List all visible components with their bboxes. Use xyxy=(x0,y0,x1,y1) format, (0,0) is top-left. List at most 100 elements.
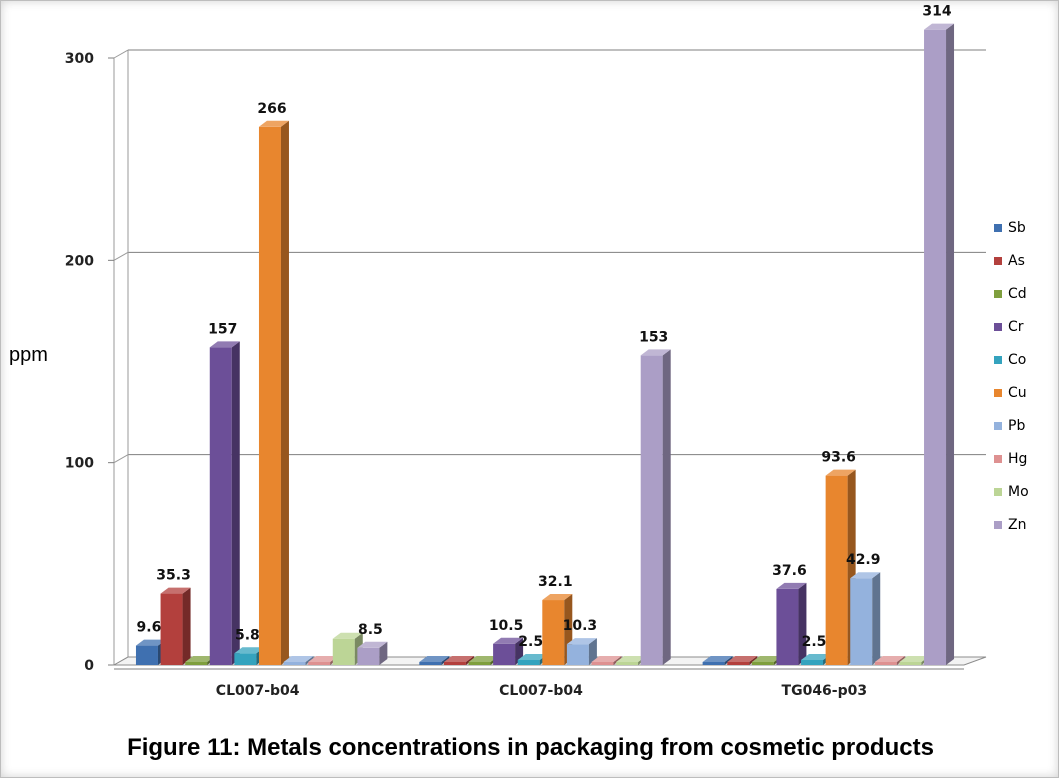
bar-top-mo xyxy=(899,656,930,662)
bar-mo xyxy=(616,662,639,665)
chart-legend: Sb As Cd Cr Co Cu Pb Hg Mo Zn xyxy=(994,211,1029,541)
side-gridline xyxy=(113,454,129,464)
bar-side-as xyxy=(749,656,758,665)
legend-item-as: As xyxy=(994,244,1029,277)
bar-mo xyxy=(899,662,922,665)
data-label: 35.3 xyxy=(156,568,191,584)
bar-sb xyxy=(135,645,158,665)
data-label: 266 xyxy=(257,101,286,117)
bar-top-hg xyxy=(591,656,622,662)
legend-label: Pb xyxy=(1008,417,1026,434)
legend-item-sb: Sb xyxy=(994,211,1029,244)
legend-label: Cr xyxy=(1008,318,1024,335)
bar-as xyxy=(727,662,750,665)
bar-co xyxy=(801,659,824,665)
legend-item-pb: Pb xyxy=(994,409,1029,442)
bar-side-pb xyxy=(588,638,597,665)
bar-sb xyxy=(419,662,442,665)
bar-top-as xyxy=(443,656,474,662)
bar-sb xyxy=(702,662,725,665)
data-label: 5.8 xyxy=(235,627,260,643)
data-label: 42.9 xyxy=(846,552,881,568)
legend-swatch xyxy=(994,487,1002,496)
legend-swatch xyxy=(994,454,1002,463)
bar-top-pb xyxy=(850,572,881,579)
bar-top-hg xyxy=(308,656,339,662)
y-tick-label: 100 xyxy=(65,456,94,472)
legend-swatch xyxy=(994,520,1002,529)
bar-top-sb xyxy=(702,656,733,662)
bar-hg xyxy=(308,662,331,665)
bar-top-pb xyxy=(566,638,597,645)
bar-cr xyxy=(209,347,232,665)
legend-item-co: Co xyxy=(994,343,1029,376)
bar-top-co xyxy=(801,653,832,660)
bar-side-zn xyxy=(946,23,955,665)
bar-side-pb xyxy=(305,656,314,665)
bar-pb xyxy=(283,662,306,665)
bar-cr xyxy=(493,643,516,665)
legend-swatch xyxy=(994,421,1002,430)
bar-side-sb xyxy=(441,656,450,665)
legend-item-cu: Cu xyxy=(994,376,1029,409)
legend-item-zn: Zn xyxy=(994,508,1029,541)
bar-side-as xyxy=(182,587,191,665)
bar-zn xyxy=(640,355,663,665)
legend-swatch xyxy=(994,289,1002,298)
data-label: 314 xyxy=(922,4,951,20)
bar-top-as xyxy=(727,656,758,662)
bar-top-pb xyxy=(283,656,314,662)
y-axis-label: ppm xyxy=(9,344,48,366)
legend-swatch xyxy=(994,355,1002,364)
bar-cu xyxy=(542,600,565,665)
bar-mo xyxy=(332,638,355,665)
bar-top-cr xyxy=(776,582,807,589)
bar-side-as xyxy=(465,656,474,665)
bar-top-cd xyxy=(185,656,216,662)
bar-side-sb xyxy=(724,656,733,665)
data-label: 10.3 xyxy=(563,618,598,634)
bar-side-cu xyxy=(280,120,289,665)
figure-caption: Figure 11: Metals concentrations in pack… xyxy=(127,734,934,761)
data-label: 153 xyxy=(639,329,668,345)
bar-top-as xyxy=(160,587,191,594)
y-tick-label: 200 xyxy=(65,253,94,269)
bar-top-co xyxy=(234,647,265,654)
bar-top-mo xyxy=(616,656,647,662)
bar-cu xyxy=(258,126,281,665)
data-label: 2.5 xyxy=(518,634,543,650)
legend-label: Hg xyxy=(1008,450,1028,467)
chart-plot: 0 100 200 300 9.6 35.3 157 5.8 266 8.5 CL007-b04 10… xyxy=(65,4,987,699)
bar-top-cr xyxy=(493,637,524,644)
bar-side-cr xyxy=(231,341,240,665)
bar-top-cu xyxy=(825,469,856,476)
legend-label: Zn xyxy=(1008,516,1027,533)
bar-pb xyxy=(850,578,873,665)
bar-cd xyxy=(751,662,774,665)
bar-top-cu xyxy=(258,120,289,127)
legend-item-cr: Cr xyxy=(994,310,1029,343)
bar-top-co xyxy=(517,653,548,660)
bar-side-pb xyxy=(872,572,881,665)
bar-as xyxy=(443,662,466,665)
bar-top-sb xyxy=(419,656,450,662)
side-gridline xyxy=(113,251,129,261)
data-label: 32.1 xyxy=(538,574,573,590)
y-tick-label: 300 xyxy=(65,51,94,67)
bar-top-zn xyxy=(924,23,955,30)
bar-top-mo xyxy=(332,632,363,639)
legend-item-hg: Hg xyxy=(994,442,1029,475)
x-tick-label: TG046-p03 xyxy=(782,683,868,699)
bar-zn xyxy=(924,29,947,665)
data-label: 8.5 xyxy=(358,622,383,638)
y-tick-label: 0 xyxy=(84,658,94,674)
bar-top-hg xyxy=(874,656,905,662)
data-label: 10.5 xyxy=(489,618,524,634)
bar-as xyxy=(160,593,183,665)
bar-top-cr xyxy=(209,341,240,348)
bar-co xyxy=(234,653,257,665)
legend-label: As xyxy=(1008,252,1025,269)
data-label: 9.6 xyxy=(137,620,162,636)
bar-side-hg xyxy=(896,656,905,665)
bar-side-zn xyxy=(379,641,388,665)
